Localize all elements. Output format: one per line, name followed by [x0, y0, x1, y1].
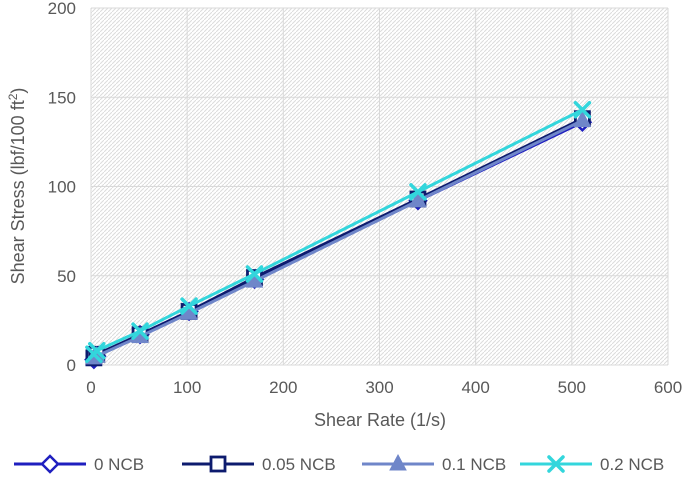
- y-tick-label: 200: [48, 0, 76, 18]
- tick-labels: 0 100 200 300 400 500 600 0 50 100 150 200: [48, 0, 683, 397]
- legend: 0 NCB 0.05 NCB 0.1 NCB 0.2 NCB: [14, 453, 664, 474]
- legend-label: 0.1 NCB: [442, 455, 506, 474]
- legend-label: 0.05 NCB: [262, 455, 336, 474]
- series-3: [85, 100, 592, 364]
- marker-stroke: [180, 297, 198, 315]
- legend-label: 0 NCB: [94, 455, 144, 474]
- data-point: [245, 265, 264, 283]
- data-point: [88, 341, 106, 360]
- marker-stroke: [573, 100, 592, 119]
- x-tick-label: 200: [269, 378, 297, 397]
- x-tick-label: 300: [365, 378, 393, 397]
- gridlines: [90, 7, 669, 366]
- y-tick-label: 50: [57, 267, 76, 286]
- x-tick-label: 500: [558, 378, 586, 397]
- x-tick-label: 600: [654, 378, 682, 397]
- data-point: [573, 110, 592, 127]
- legend-marker: [547, 455, 565, 473]
- marker-stroke: [409, 183, 427, 201]
- legend-entry-2: 0.1 NCB: [362, 453, 506, 474]
- y-tick-label: 0: [67, 356, 76, 375]
- marker-stroke: [88, 341, 106, 360]
- legend-marker: [209, 455, 227, 473]
- legend-label: 0.2 NCB: [600, 455, 664, 474]
- y-axis-title-main: Shear Stress (lbf/100 ft: [8, 100, 28, 284]
- series-group: [84, 100, 593, 370]
- data-point: [409, 190, 427, 208]
- data-point: [131, 322, 149, 340]
- legend-marker: [389, 453, 407, 471]
- x-axis-title: Shear Rate (1/s): [314, 410, 446, 430]
- x-tick-label: 100: [173, 378, 201, 397]
- data-point: [180, 297, 198, 315]
- y-tick-label: 100: [48, 178, 76, 197]
- legend-entry-3: 0.2 NCB: [520, 455, 664, 474]
- y-tick-label: 150: [48, 88, 76, 107]
- x-tick-label: 400: [461, 378, 489, 397]
- y-axis-title-superscript: 2: [6, 93, 20, 100]
- legend-marker: [40, 454, 60, 474]
- legend-entry-1: 0.05 NCB: [182, 455, 336, 474]
- marker-stroke: [245, 265, 264, 283]
- legend-entry-0: 0 NCB: [14, 454, 144, 474]
- marker-stroke: [547, 455, 565, 473]
- data-point: [573, 100, 592, 119]
- marker-stroke: [131, 322, 149, 340]
- y-axis-title: Shear Stress (lbf/100 ft2): [6, 88, 28, 285]
- data-point: [409, 183, 427, 201]
- x-tick-label: 0: [86, 378, 95, 397]
- y-axis-title-end: ): [8, 88, 28, 94]
